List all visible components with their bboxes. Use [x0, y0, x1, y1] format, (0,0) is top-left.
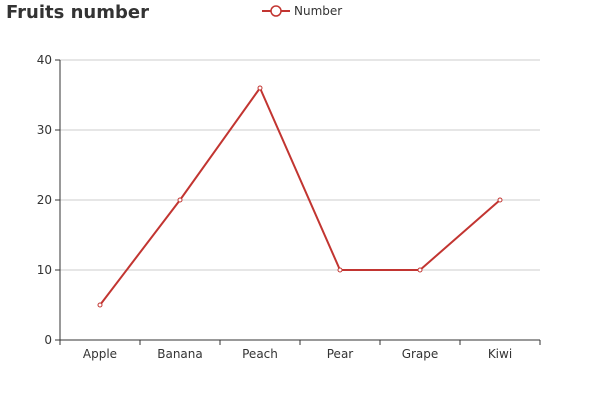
data-point-pear [337, 267, 343, 273]
x-tick-label-peach: Peach [242, 347, 278, 361]
y-tick-label-20: 20 [37, 193, 52, 207]
data-point-apple [97, 302, 103, 308]
y-tick-label-10: 10 [37, 263, 52, 277]
x-tick-label-grape: Grape [402, 347, 439, 361]
y-tick-label-0: 0 [44, 333, 52, 347]
chart-title: Fruits number [6, 2, 149, 23]
series-line-0 [99, 87, 501, 306]
x-tick-label-pear: Pear [327, 347, 354, 361]
legend-marker-icon [262, 5, 290, 17]
data-point-grape [417, 267, 423, 273]
legend[interactable]: Number [262, 2, 342, 20]
x-tick-label-banana: Banana [157, 347, 203, 361]
data-point-banana [177, 197, 183, 203]
y-tick-label-30: 30 [37, 123, 52, 137]
x-tick-label-kiwi: Kiwi [488, 347, 512, 361]
x-tick-label-apple: Apple [83, 347, 117, 361]
y-tick-label-40: 40 [37, 53, 52, 67]
data-point-kiwi [497, 197, 503, 203]
legend-label-number: Number [294, 4, 343, 18]
data-point-peach [257, 85, 263, 91]
